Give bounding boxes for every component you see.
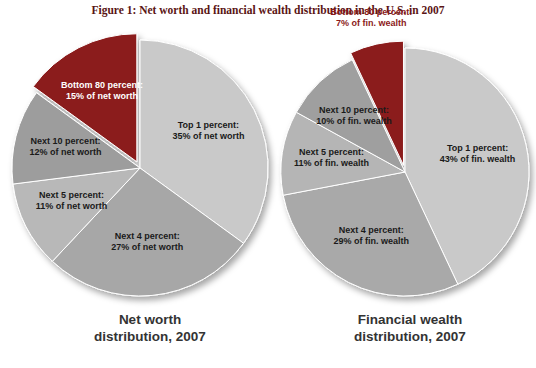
- figure: Figure 1: Net worth and financial wealth…: [0, 0, 536, 368]
- figure-title: Figure 1: Net worth and financial wealth…: [91, 4, 444, 17]
- slice-label: Bottom 80 percent:: [61, 80, 143, 90]
- chart-caption: distribution, 2007: [354, 329, 466, 344]
- slice-value-label: 12% of net worth: [30, 147, 102, 157]
- chart-caption: distribution, 2007: [94, 329, 206, 344]
- slice-label: Next 5 percent:: [39, 190, 104, 200]
- slice-label: Bottom 80 percent:: [330, 7, 412, 17]
- slice-value-label: 29% of fin. wealth: [333, 236, 409, 246]
- slice-label: Top 1 percent:: [178, 120, 239, 130]
- slice-label: Next 5 percent:: [299, 147, 364, 157]
- pie-chart: Top 1 percent:35% of net worth Next 4 per…: [12, 34, 268, 344]
- slice-label: Next 10 percent:: [31, 136, 101, 146]
- slice-label: Next 10 percent:: [319, 105, 389, 115]
- labels: Top 1 percent:35% of net worth Next 4 per…: [30, 80, 245, 252]
- slice-label: Next 4 percent:: [115, 231, 180, 241]
- background: [0, 0, 536, 368]
- pie: [12, 34, 268, 296]
- labels: Top 1 percent:43% of fin. wealth Next 4 p…: [294, 7, 515, 247]
- slice-value-label: 10% of fin. wealth: [316, 116, 392, 126]
- slice-value-label: 7% of fin. wealth: [336, 18, 407, 28]
- chart-caption: Financial wealth: [358, 312, 462, 327]
- slice-value-label: 27% of net worth: [111, 242, 183, 252]
- slice-value-label: 11% of net worth: [36, 201, 108, 211]
- slice-value-label: 15% of net worth: [66, 91, 138, 101]
- slice-value-label: 35% of net worth: [172, 131, 244, 141]
- slice-value-label: 43% of fin. wealth: [440, 154, 516, 164]
- pie: [281, 41, 529, 296]
- chart-caption: Net worth: [119, 312, 181, 327]
- slice-label: Top 1 percent:: [447, 143, 508, 153]
- pie-chart: Top 1 percent:43% of fin. wealth Next 4 p…: [281, 7, 529, 344]
- slice-label: Next 4 percent:: [339, 225, 404, 235]
- slice-value-label: 11% of fin. wealth: [294, 158, 369, 168]
